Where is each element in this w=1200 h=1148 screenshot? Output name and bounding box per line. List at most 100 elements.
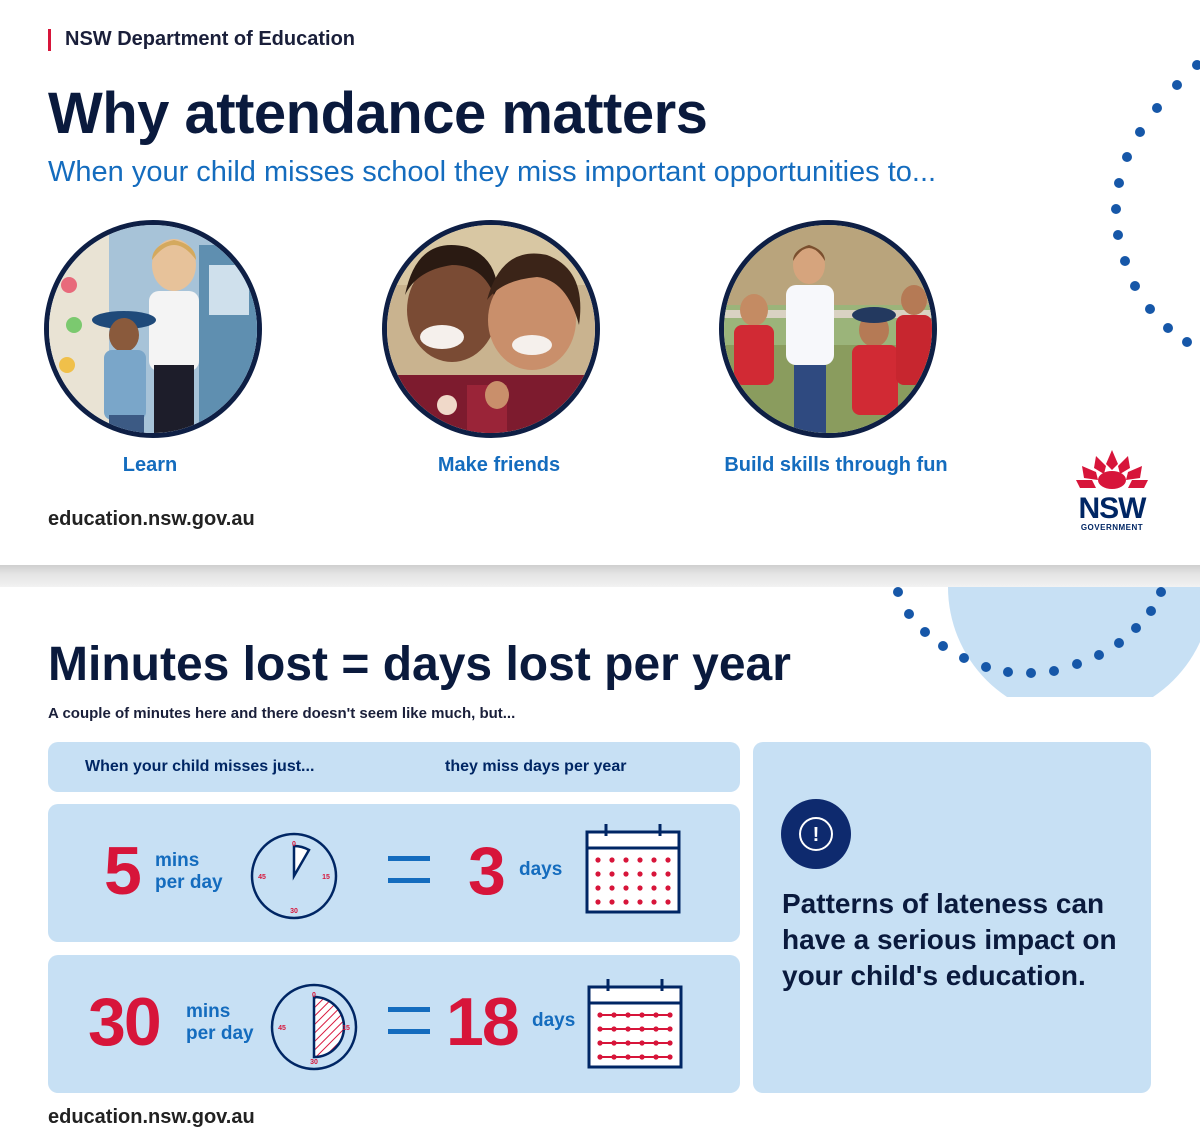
calendar-day-dot <box>611 1026 617 1032</box>
calendar-day-dot <box>625 1012 631 1018</box>
calendar-day-dot <box>665 857 671 863</box>
calendar-day-dot <box>651 871 657 877</box>
calendar-day-dot <box>651 885 657 891</box>
calendar-day-dot <box>665 899 671 905</box>
calendar-day-dot <box>667 1012 673 1018</box>
calendar-day-dot <box>611 1012 617 1018</box>
clock-tick-label: 30 <box>290 908 298 915</box>
decorative-dot-arc <box>1111 60 1200 347</box>
svg-text:!: ! <box>813 824 820 846</box>
elapsed-time-wedge <box>312 995 346 1059</box>
clock-icon: 0 15 30 45 <box>270 983 358 1071</box>
logo-government-text: GOVERNMENT <box>1080 523 1144 532</box>
calendar-day-dot <box>609 885 615 891</box>
page-subtitle: When your child misses school they miss … <box>48 156 937 188</box>
department-name: NSW Department of Education <box>65 28 356 50</box>
calendar-day-dot <box>609 899 615 905</box>
calendar-day-dot <box>637 857 643 863</box>
clock-tick-label: 15 <box>322 874 330 881</box>
calendar-day-dot <box>637 871 643 877</box>
header-misses: When your child misses just... <box>85 758 315 775</box>
department-header: NSW Department of Education <box>48 28 355 51</box>
waratah-flower-icon <box>1076 450 1148 489</box>
caption-learn: Learn <box>122 454 178 476</box>
minutes-value: 30 <box>88 984 162 1060</box>
page-separator <box>0 565 1200 587</box>
website-link-bottom[interactable]: education.nsw.gov.au <box>48 1106 255 1128</box>
calendar-day-dot <box>625 1054 631 1060</box>
calendar-day-dot <box>595 885 601 891</box>
calendar-day-dot <box>637 885 643 891</box>
logo-nsw-text: NSW <box>1078 492 1147 525</box>
calendar-day-dot <box>611 1040 617 1046</box>
calendar-day-dot <box>639 1026 645 1032</box>
calendar-icon <box>585 824 681 914</box>
table-header: When your child misses just... they miss… <box>48 742 740 792</box>
days-unit: days <box>532 1010 576 1031</box>
calendar-day-dot <box>625 1026 631 1032</box>
minutes-value: 5 <box>104 833 142 909</box>
clock-tick-label: 30 <box>310 1059 318 1066</box>
calendar-day-dot <box>667 1040 673 1046</box>
days-value: 3 <box>468 833 506 909</box>
clock-tick-label: 0 <box>292 841 296 848</box>
calendar-day-dot <box>623 899 629 905</box>
header-days: they miss days per year <box>445 758 627 775</box>
learn-photo <box>44 220 262 438</box>
calendar-day-dot <box>639 1054 645 1060</box>
website-link-top[interactable]: education.nsw.gov.au <box>48 508 255 530</box>
red-accent-bar <box>48 28 51 51</box>
section-intro: A couple of minutes here and there doesn… <box>48 705 516 722</box>
calendar-day-dot <box>595 899 601 905</box>
callout-text: Patterns of lateness can have a serious … <box>782 888 1117 991</box>
calendar-day-dot <box>637 899 643 905</box>
calendar-day-dot <box>667 1054 673 1060</box>
alert-icon: ! <box>781 799 851 869</box>
calendar-day-dot <box>595 857 601 863</box>
calendar-day-dot <box>609 871 615 877</box>
clock-tick-label: 0 <box>312 992 316 999</box>
calendar-day-dot <box>653 1054 659 1060</box>
poster-page-1: NSW Department of Education Why attendan… <box>0 0 1200 565</box>
calendar-day-dot <box>667 1026 673 1032</box>
days-value: 18 <box>446 984 520 1060</box>
calendar-day-dot <box>651 857 657 863</box>
calendar-day-dot <box>625 1040 631 1046</box>
caption-make-friends: Make friends <box>437 454 561 476</box>
lateness-callout: ! Patterns of lateness can have a seriou… <box>753 742 1151 1093</box>
calendar-day-dot <box>653 1012 659 1018</box>
calendar-day-dot <box>623 871 629 877</box>
calendar-day-dot <box>609 857 615 863</box>
calendar-day-dot <box>597 1040 603 1046</box>
table-row: 30 mins per day 0 15 30 45 18 days <box>48 955 740 1093</box>
calendar-icon <box>587 979 683 1069</box>
clock-tick-label: 45 <box>258 874 266 881</box>
days-unit: days <box>519 859 563 880</box>
minutes-unit: mins per day <box>186 1001 254 1044</box>
minutes-unit: mins per day <box>155 850 223 893</box>
equals-icon <box>388 1007 430 1034</box>
caption-build-skills: Build skills through fun <box>724 454 948 476</box>
clock-icon: 0 15 30 45 <box>250 832 338 920</box>
table-row: 5 mins per day 0 15 30 45 3 days <box>48 804 740 942</box>
decorative-dot-corner <box>893 587 1200 697</box>
clock-tick-label: 15 <box>342 1025 350 1032</box>
calendar-day-dot <box>597 1012 603 1018</box>
page-title: Why attendance matters <box>48 81 708 146</box>
equals-icon <box>388 856 430 883</box>
calendar-day-dot <box>639 1040 645 1046</box>
calendar-day-dot <box>597 1054 603 1060</box>
build-skills-photo <box>719 220 937 438</box>
calendar-day-dot <box>623 857 629 863</box>
section-title: Minutes lost = days lost per year <box>48 638 791 691</box>
calendar-day-dot <box>639 1012 645 1018</box>
calendar-day-dot <box>653 1040 659 1046</box>
calendar-day-dot <box>597 1026 603 1032</box>
nsw-government-logo: NSW GOVERNMENT <box>1072 446 1152 532</box>
calendar-day-dot <box>665 885 671 891</box>
elapsed-time-wedge <box>292 844 311 881</box>
clock-tick-label: 45 <box>278 1025 286 1032</box>
calendar-day-dot <box>611 1054 617 1060</box>
calendar-day-dot <box>595 871 601 877</box>
poster-page-2: Minutes lost = days lost per year A coup… <box>0 587 1200 1148</box>
